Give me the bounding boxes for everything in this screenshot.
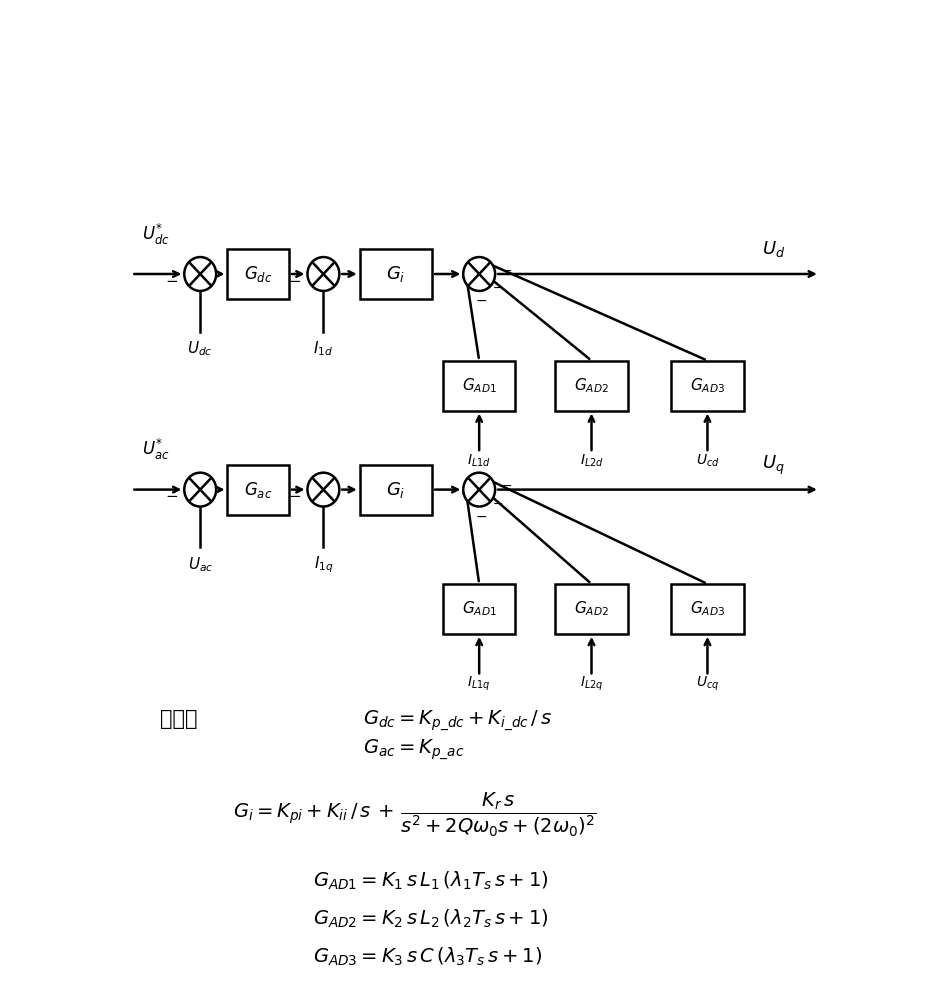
- FancyBboxPatch shape: [227, 465, 289, 515]
- Text: $G_{AD1} = K_1\,s\,L_1\,(\lambda_1 T_s\,s+1)$: $G_{AD1} = K_1\,s\,L_1\,(\lambda_1 T_s\,…: [312, 870, 548, 892]
- Text: $I_{L2q}$: $I_{L2q}$: [580, 675, 603, 693]
- Text: $G_{ac}$: $G_{ac}$: [244, 480, 272, 500]
- Circle shape: [308, 257, 339, 291]
- FancyBboxPatch shape: [555, 361, 627, 411]
- Text: $U_{ac}$: $U_{ac}$: [188, 555, 213, 574]
- Text: $U_{d}$: $U_{d}$: [762, 239, 785, 259]
- Text: $I_{1d}$: $I_{1d}$: [313, 339, 334, 358]
- Text: $G_i = K_{pi} + K_{ii}\,/\,s\,+\,\dfrac{K_r\,s}{s^2+2Q\omega_0 s+(2\omega_0)^2}$: $G_i = K_{pi} + K_{ii}\,/\,s\,+\,\dfrac{…: [233, 791, 597, 839]
- FancyBboxPatch shape: [227, 249, 289, 299]
- Text: $-$: $-$: [289, 487, 302, 502]
- Circle shape: [463, 473, 496, 507]
- Text: $-$: $-$: [289, 272, 302, 287]
- Text: $U_{dc}^{*}$: $U_{dc}^{*}$: [142, 221, 170, 247]
- Text: $G_{AD3} = K_3\,s\,C\,(\lambda_3 T_s\,s+1)$: $G_{AD3} = K_3\,s\,C\,(\lambda_3 T_s\,s+…: [312, 946, 541, 968]
- Circle shape: [184, 257, 216, 291]
- FancyBboxPatch shape: [443, 584, 515, 634]
- Text: $I_{L1q}$: $I_{L1q}$: [468, 675, 491, 693]
- Text: $U_{cd}$: $U_{cd}$: [696, 453, 719, 469]
- FancyBboxPatch shape: [671, 584, 743, 634]
- Text: $G_{AD2}$: $G_{AD2}$: [574, 600, 609, 618]
- Text: $I_{L1d}$: $I_{L1d}$: [468, 453, 491, 469]
- Text: $G_{AD2}$: $G_{AD2}$: [574, 376, 609, 395]
- Text: $G_{dc} = K_{p\_dc} + K_{i\_dc}\,/\,s$: $G_{dc} = K_{p\_dc} + K_{i\_dc}\,/\,s$: [364, 709, 553, 733]
- Circle shape: [308, 473, 339, 507]
- Text: $G_{AD1}$: $G_{AD1}$: [462, 376, 496, 395]
- Text: $G_{AD3}$: $G_{AD3}$: [690, 376, 725, 395]
- Text: 其中：: 其中：: [161, 709, 198, 729]
- Circle shape: [463, 257, 496, 291]
- FancyBboxPatch shape: [555, 584, 627, 634]
- Text: $-$: $-$: [501, 264, 512, 277]
- FancyBboxPatch shape: [443, 361, 515, 411]
- Text: $G_{ac} = K_{p\_ac}$: $G_{ac} = K_{p\_ac}$: [364, 738, 465, 762]
- Text: $G_{dc}$: $G_{dc}$: [244, 264, 272, 284]
- Text: $-$: $-$: [492, 281, 503, 294]
- Text: $U_{dc}$: $U_{dc}$: [187, 339, 213, 358]
- Text: $G_{i}$: $G_{i}$: [386, 480, 406, 500]
- FancyBboxPatch shape: [360, 465, 432, 515]
- FancyBboxPatch shape: [360, 249, 432, 299]
- Text: $-$: $-$: [165, 487, 179, 502]
- Text: $G_{AD2} = K_2\,s\,L_2\,(\lambda_2 T_s\,s+1)$: $G_{AD2} = K_2\,s\,L_2\,(\lambda_2 T_s\,…: [312, 908, 548, 930]
- Circle shape: [184, 473, 216, 507]
- Text: $U_{ac}^{*}$: $U_{ac}^{*}$: [142, 437, 170, 462]
- Text: $-$: $-$: [501, 479, 512, 492]
- Text: $G_{AD1}$: $G_{AD1}$: [462, 600, 496, 618]
- Text: $-$: $-$: [475, 293, 487, 307]
- Text: $G_{i}$: $G_{i}$: [386, 264, 406, 284]
- Text: $U_{q}$: $U_{q}$: [762, 453, 784, 477]
- Text: $U_{cq}$: $U_{cq}$: [696, 675, 719, 693]
- Text: $I_{1q}$: $I_{1q}$: [313, 554, 333, 575]
- Text: $-$: $-$: [475, 509, 487, 523]
- Text: $-$: $-$: [165, 272, 179, 287]
- Text: $I_{L2d}$: $I_{L2d}$: [580, 453, 603, 469]
- FancyBboxPatch shape: [671, 361, 743, 411]
- Text: $-$: $-$: [492, 497, 503, 510]
- Text: $G_{AD3}$: $G_{AD3}$: [690, 600, 725, 618]
